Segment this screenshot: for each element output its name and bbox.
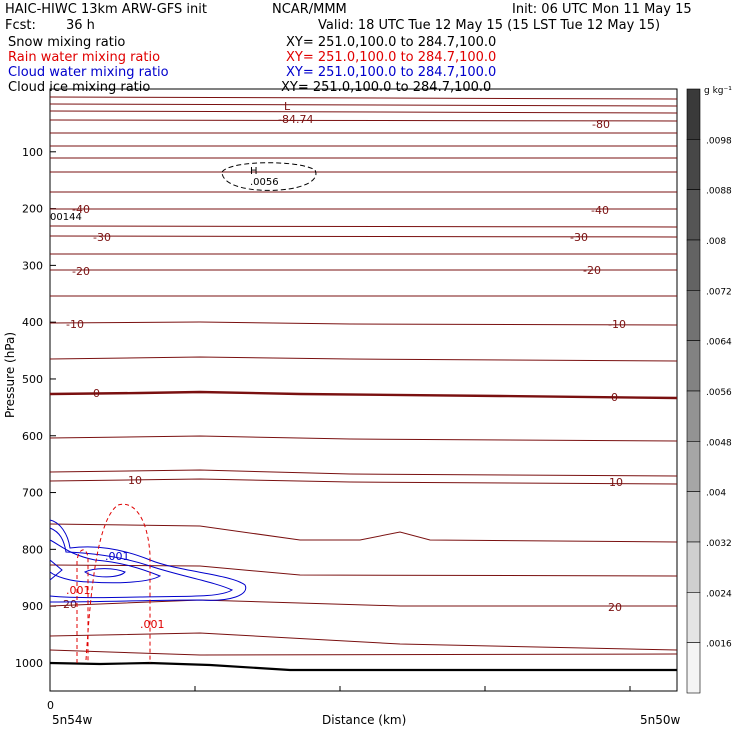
low-marker: L [284,100,291,113]
org-label: NCAR/MMM [272,2,347,17]
colorbar-label: .0098 [706,136,732,146]
colorbar-label: .0064 [706,338,732,348]
field-rain-xy: XY= 251.0,100.0 to 284.7,100.0 [286,50,497,65]
contour-label-0-left: 0 [93,387,100,400]
contour-label-minus40-left: -40 [72,203,90,216]
ice-contour [221,162,317,191]
colorbar-label: .0088 [706,187,732,197]
contour-label-minus20-left: -20 [72,265,90,278]
rain-contours [76,503,151,663]
contour-label-20-right: 20 [608,601,622,614]
colorbar-swatch [686,541,701,593]
contour-label-minus20-right: -20 [583,264,601,277]
field-snow-name: Snow mixing ratio [8,35,126,50]
contour-label-20-left: 20 [63,598,77,611]
model-title: HAIC-HIWC 13km ARW-GFS init [5,2,207,17]
field-snow-xy: XY= 251.0,100.0 to 284.7,100.0 [286,35,497,50]
forecast-label: Fcst: [5,18,36,33]
colorbar-swatch [686,139,701,190]
contour-label-10-left: 10 [128,474,142,487]
cloud-water-label: .001 [105,550,130,563]
y-tick-label: 900 [22,600,43,613]
field-ice-name: Cloud ice mixing ratio [8,80,151,95]
y-tick-label: 600 [22,430,43,443]
x-axis-label: Distance (km) [322,713,406,727]
high-value: .0056 [250,177,279,188]
init-time: Init: 06 UTC Mon 11 May 15 [512,2,692,17]
contour-label-minus30-right: -30 [570,231,588,244]
edge-value: 00144 [50,212,82,223]
colorbar-units: g kg⁻¹ [704,86,732,96]
colorbar-label: .0032 [706,539,732,549]
field-rain-name: Rain water mixing ratio [8,50,161,65]
field-ice-xy: XY= 251.0,100.0 to 284.7,100.0 [281,80,492,95]
y-tick-label: 200 [22,203,43,216]
colorbar-swatch [686,491,701,543]
contour-labels: -80 -40 -40 -30 -30 -20 -20 -10 -10 0 0 … [63,118,626,614]
colorbar-label: .0024 [706,589,732,599]
freezing-level-line [49,390,678,400]
colorbar-swatch [686,340,701,392]
y-tick-label: 300 [22,259,43,272]
colorbar-swatch [686,189,701,241]
x-start-label: 5n54w [52,713,93,727]
high-marker: H [250,166,258,177]
plot-frame [49,88,678,692]
colorbar-label: .0056 [706,388,732,398]
x-axis [49,686,631,691]
contour-lines [49,96,678,656]
y-tick-label: 400 [22,316,43,329]
x-zero-label: 0 [47,699,54,712]
y-tick-label: 700 [22,487,43,500]
colorbar-swatch [686,290,701,341]
valid-time: Valid: 18 UTC Tue 12 May 15 (15 LST Tue … [318,18,661,33]
colorbar-swatch [686,592,701,643]
y-tick-label: 1000 [15,657,43,670]
contour-label-10-right: 10 [609,476,623,489]
forecast-value: 36 h [66,18,95,33]
field-cloudwater-xy: XY= 251.0,100.0 to 284.7,100.0 [286,65,497,80]
colorbar-swatch [686,390,701,442]
contour-label-0-right: 0 [611,391,618,404]
y-tick-label: 100 [22,146,43,159]
low-value: -84.74 [278,113,313,126]
rain-label-right: .001 [140,618,165,631]
field-cloudwater-name: Cloud water mixing ratio [8,65,169,80]
colorbar: .0098 .0088 .008 .0072 .0064 .0056 .0048 .004 .0… [686,88,732,694]
y-axis-label: Pressure (hPa) [3,332,17,418]
contour-label-minus10-right: -10 [608,318,626,331]
colorbar-swatch [686,642,701,694]
colorbar-label: .0016 [706,640,732,650]
colorbar-swatch [686,88,701,140]
cloud-water-contours [49,519,247,603]
y-tick-label: 800 [22,543,43,556]
colorbar-label: .008 [706,237,726,247]
x-end-label: 5n50w [640,713,681,727]
contour-label-minus10-left: -10 [66,318,84,331]
rain-label-left: .001 [66,584,91,597]
contour-label-minus40-right: -40 [591,204,609,217]
colorbar-label: .0048 [706,438,732,448]
colorbar-label: .004 [706,489,726,499]
contour-label-minus80: -80 [592,118,610,131]
y-tick-label: 500 [22,373,43,386]
contour-label-minus30-left: -30 [93,231,111,244]
colorbar-swatch [686,441,701,492]
colorbar-swatch [686,239,701,291]
ground-surface-line [49,661,677,672]
colorbar-label: .0072 [706,287,732,297]
